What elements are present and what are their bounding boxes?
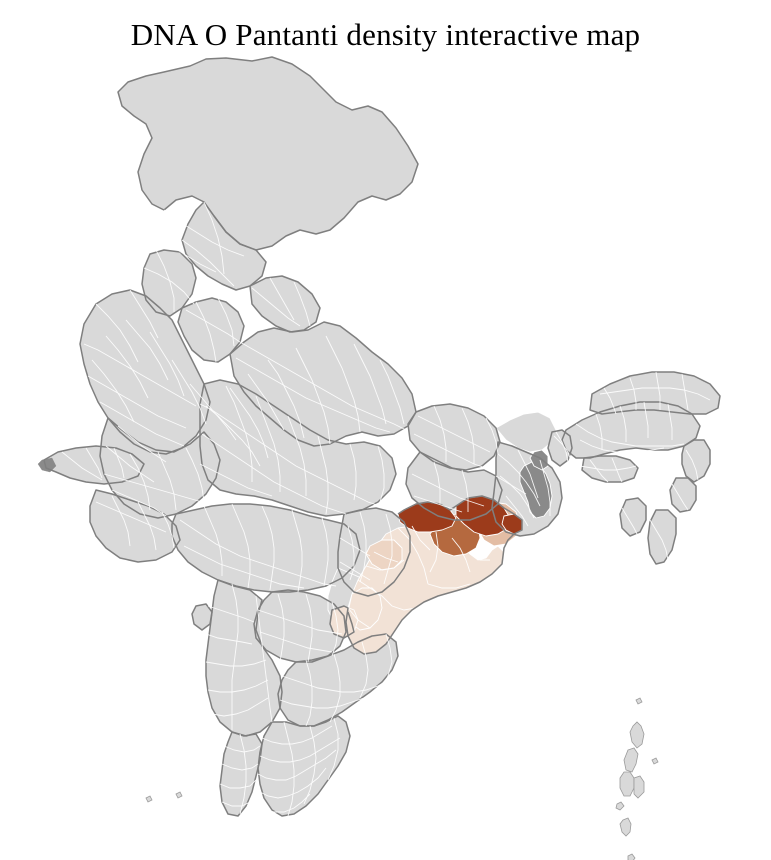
odisha-state-outline [329, 495, 523, 655]
district-boundaries [61, 201, 711, 817]
bengal-delta-muted-region[interactable] [519, 449, 553, 519]
interactive-map-canvas[interactable] [0, 54, 771, 860]
andaman-nicobar-islands [145, 697, 659, 860]
india-base-landmass [43, 56, 721, 817]
kutch-muted-speck [37, 457, 57, 473]
india-map-svg[interactable] [0, 54, 771, 860]
page-title: DNA O Pantanti density interactive map [130, 17, 641, 52]
odisha-district-borders [347, 525, 490, 645]
